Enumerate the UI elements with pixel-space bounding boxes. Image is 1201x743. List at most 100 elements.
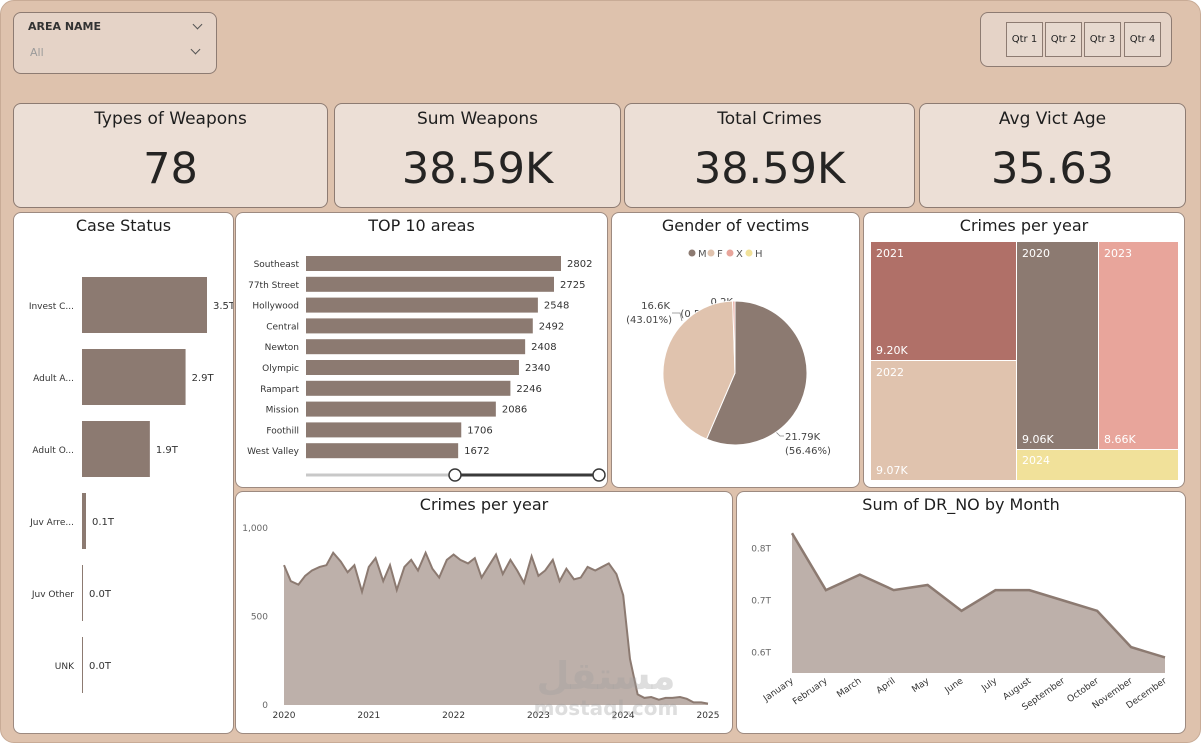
tile-year: 2022 [876, 366, 904, 379]
tile-year: 2021 [876, 247, 904, 260]
range-slider-handle-left[interactable] [448, 468, 462, 482]
kpi-value: 38.59K [401, 144, 554, 194]
kpi-title: Types of Weapons [94, 109, 247, 129]
y-tick-label: 0.7T [751, 597, 771, 607]
month-chart-title: Sum of DR_NO by Month [862, 495, 1060, 514]
area-value: 2246 [516, 384, 541, 395]
legend-marker [745, 249, 753, 257]
slicer-label: AREA NAME [28, 20, 102, 33]
case-status-bar [82, 493, 86, 549]
pie-slice [705, 300, 808, 446]
treemap-card: Crimes per year 2021 9.20K 2022 9.07K 20… [863, 212, 1185, 488]
crimes-trend-title: Crimes per year [419, 495, 549, 514]
pie-slice [662, 300, 736, 440]
treemap-tile-2024[interactable]: 2024 [1017, 450, 1178, 480]
qtr4-button[interactable]: Qtr 4 [1124, 22, 1161, 57]
case-status-bar [82, 277, 207, 333]
kpi-title: Sum Weapons [416, 109, 539, 129]
y-tick-label: 500 [251, 613, 268, 623]
x-tick-label: March [835, 676, 863, 700]
case-status-bar [82, 565, 83, 621]
area-bar [306, 297, 538, 313]
tile-year: 2020 [1022, 247, 1050, 260]
pie-label-m-value: 21.79K [785, 432, 821, 443]
case-status-category: Invest C... [29, 302, 74, 312]
month-area [792, 533, 1165, 673]
area-value: 1706 [467, 425, 492, 436]
pie-label-m-pct: (56.46%) [785, 446, 831, 457]
case-status-category: Adult O... [32, 446, 74, 456]
legend-marker [688, 249, 696, 257]
chevron-down-icon[interactable] [190, 44, 201, 55]
top-areas-title: TOP 10 areas [368, 216, 475, 235]
slicer-value[interactable]: All [30, 46, 44, 59]
x-tick-label: April [875, 676, 898, 696]
quarter-slicer: Qtr 1 Qtr 2 Qtr 3 Qtr 4 [980, 12, 1172, 67]
legend-label: M [698, 249, 707, 260]
area-name-slicer[interactable]: AREA NAME All [13, 12, 217, 74]
case-status-chart: Invest C... 3.5T Adult A... 2.9T Adult O... 1… [29, 277, 233, 693]
tile-value: 9.07K [876, 464, 908, 477]
area-value: 2086 [502, 405, 527, 416]
area-bar [306, 256, 561, 271]
kpi-types-of-weapons: Types of Weapons 78 [13, 103, 328, 208]
x-tick-label: 2025 [697, 711, 720, 721]
area-category: Olympic [262, 364, 299, 374]
qtr1-button[interactable]: Qtr 1 [1006, 22, 1043, 57]
x-tick-label: February [791, 676, 830, 707]
area-value: 1672 [464, 446, 489, 457]
treemap-tile-2023[interactable]: 2023 8.66K [1099, 242, 1178, 449]
x-tick-label: 2021 [357, 711, 380, 721]
treemap-title: Crimes per year [959, 216, 1089, 235]
trend-line [283, 550, 709, 705]
month-chart-card: Sum of DR_NO by Month 0.6T 0.7T 0.8T Januar… [736, 491, 1186, 734]
case-status-bar [82, 637, 83, 693]
treemap-tile-2020[interactable]: 2020 9.06K [1017, 242, 1098, 449]
area-category: West Valley [247, 447, 299, 457]
range-slider-handle-right[interactable] [592, 468, 606, 482]
y-tick-label: 0.6T [751, 648, 771, 658]
month-line [790, 532, 1166, 659]
x-tick-label: 2024 [612, 711, 635, 721]
case-status-category: UNK [55, 662, 75, 672]
kpi-sum-weapons: Sum Weapons 38.59K [334, 103, 621, 208]
tile-value: 9.20K [876, 344, 908, 357]
kpi-title: Total Crimes [717, 109, 822, 129]
kpi-value: 38.59K [693, 144, 846, 194]
kpi-value: 35.63 [990, 144, 1115, 194]
area-category: Central [266, 322, 299, 332]
area-bar [306, 443, 459, 459]
x-tick-label: May [910, 676, 932, 695]
gender-card: Gender of vectims 0.2K (0.52%) 16.6K (43… [611, 212, 860, 488]
gender-chart: 0.2K (0.52%) 16.6K (43.01%) 21.79K (56.4… [626, 249, 831, 457]
pie-label-f-pct: (43.01%) [626, 315, 672, 326]
legend-label: F [717, 249, 723, 260]
case-status-value: 2.9T [192, 373, 215, 384]
area-bar [306, 360, 519, 375]
pie-leader-line [672, 312, 683, 322]
area-category: Newton [265, 343, 299, 353]
kpi-value: 78 [143, 144, 198, 194]
y-tick-label: 0.8T [751, 545, 771, 555]
legend-marker [707, 249, 715, 257]
treemap-tile-2022[interactable]: 2022 9.07K [871, 361, 1016, 480]
treemap-tile-2021[interactable]: 2021 9.20K [871, 242, 1016, 360]
area-category: Mission [266, 406, 299, 416]
chevron-down-icon[interactable] [192, 19, 203, 30]
qtr2-button[interactable]: Qtr 2 [1045, 22, 1082, 57]
qtr3-button[interactable]: Qtr 3 [1084, 22, 1121, 57]
kpi-title: Avg Vict Age [998, 109, 1107, 129]
x-tick-label: June [943, 676, 966, 696]
area-bar [306, 339, 526, 355]
area-bar [306, 318, 533, 334]
pie-slice [732, 300, 736, 374]
top-areas-card: TOP 10 areas Southeast 2802 77th Street 272… [235, 212, 608, 488]
case-status-value: 0.0T [89, 589, 112, 600]
kpi-avg-vict-age: Avg Vict Age 35.63 [919, 103, 1186, 208]
area-bar [306, 380, 511, 396]
case-status-category: Adult A... [33, 374, 74, 384]
area-value: 2725 [560, 280, 585, 291]
x-tick-label: July [979, 676, 999, 694]
area-bar [306, 422, 462, 438]
